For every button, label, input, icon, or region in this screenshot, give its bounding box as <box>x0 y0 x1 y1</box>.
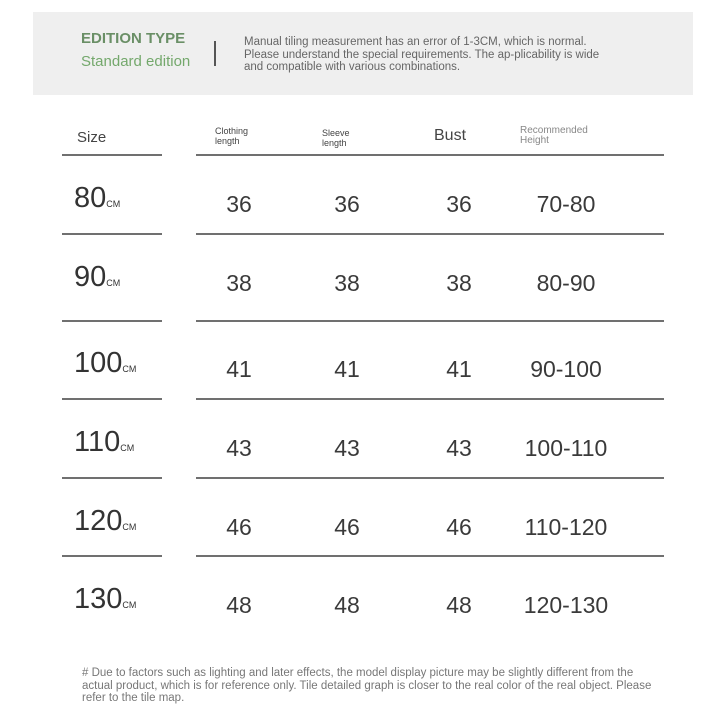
height-cell: 80-90 <box>536 270 596 296</box>
edition-type-label: EDITION TYPE <box>81 30 186 47</box>
col-bust: Bust <box>434 127 467 144</box>
size-cell: 110CM <box>74 426 134 459</box>
sleeve-cell: 48 <box>334 592 360 618</box>
size-value: 90 <box>74 261 107 293</box>
sleeve-cell: 41 <box>334 356 360 382</box>
height-cell: 120-130 <box>523 592 609 618</box>
height-cell: 90-100 <box>530 356 602 382</box>
col-size: Size <box>77 129 107 146</box>
clothing-cell: 46 <box>226 514 252 540</box>
bust-cell: 41 <box>446 356 472 382</box>
clothing-cell: 43 <box>226 435 252 461</box>
bust-cell: 46 <box>446 514 472 540</box>
edition-type-value: Standard edition <box>81 53 191 70</box>
col-sleeve-length: Sleeve length <box>322 128 350 148</box>
height-cell: 110-120 <box>524 514 608 540</box>
divider <box>62 398 162 400</box>
sleeve-cell: 46 <box>334 514 360 540</box>
size-cell: 90CM <box>74 261 120 294</box>
unit-label: CM <box>122 364 137 374</box>
unit-label: CM <box>106 199 121 209</box>
bust-cell: 36 <box>446 191 472 217</box>
divider <box>62 233 162 235</box>
divider <box>196 154 664 156</box>
divider <box>62 555 162 557</box>
divider <box>214 41 216 66</box>
divider <box>196 477 664 479</box>
col-clothing-length: Clothing length <box>215 126 249 146</box>
clothing-cell: 48 <box>226 592 252 618</box>
divider <box>62 154 162 156</box>
bust-cell: 43 <box>446 435 472 461</box>
divider <box>196 555 664 557</box>
size-value: 110 <box>74 426 121 458</box>
clothing-cell: 38 <box>226 270 252 296</box>
col-recommended-height: Recommended Height <box>520 125 588 146</box>
unit-label: CM <box>106 278 121 288</box>
height-cell: 70-80 <box>536 191 596 217</box>
divider <box>196 320 664 322</box>
disclaimer: # Due to factors such as lighting and la… <box>82 667 652 704</box>
size-cell: 120CM <box>74 505 136 538</box>
divider <box>196 233 664 235</box>
size-cell: 130CM <box>74 583 136 616</box>
size-value: 80 <box>74 182 107 214</box>
unit-label: CM <box>120 443 135 453</box>
divider <box>196 398 664 400</box>
bust-cell: 48 <box>446 592 472 618</box>
size-value: 120 <box>74 505 123 537</box>
size-cell: 80CM <box>74 182 120 215</box>
size-value: 130 <box>74 583 123 615</box>
divider <box>62 320 162 322</box>
unit-label: CM <box>122 600 137 610</box>
divider <box>62 477 162 479</box>
measurement-note: Manual tiling measurement has an error o… <box>244 36 600 73</box>
size-value: 100 <box>74 347 123 379</box>
edition-banner <box>33 12 693 95</box>
clothing-cell: 41 <box>226 356 252 382</box>
unit-label: CM <box>122 522 137 532</box>
sleeve-cell: 36 <box>334 191 360 217</box>
sleeve-cell: 38 <box>334 270 360 296</box>
bust-cell: 38 <box>446 270 472 296</box>
size-cell: 100CM <box>74 347 136 380</box>
clothing-cell: 36 <box>226 191 252 217</box>
sleeve-cell: 43 <box>334 435 360 461</box>
height-cell: 100-110 <box>524 435 608 461</box>
